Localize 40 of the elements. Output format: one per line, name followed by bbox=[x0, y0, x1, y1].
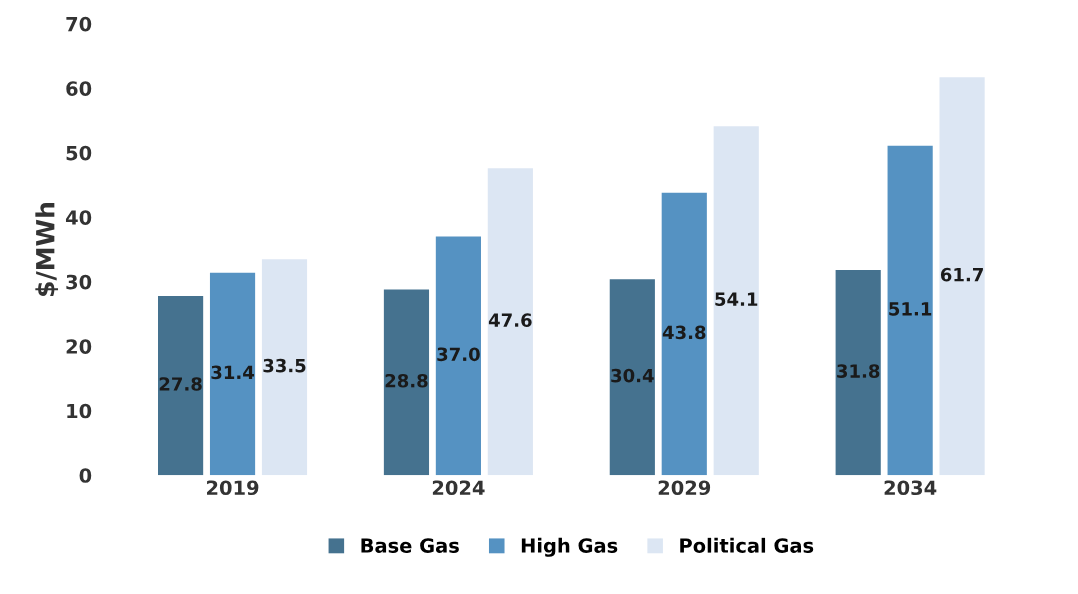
y-tick-label: 40 bbox=[65, 210, 92, 225]
data-label: 31.4 bbox=[211, 365, 254, 380]
bar bbox=[487, 168, 533, 476]
y-tick-label: 0 bbox=[79, 468, 92, 483]
x-tick-label: 2034 bbox=[884, 480, 937, 496]
y-tick-label: 20 bbox=[66, 339, 92, 354]
legend-label: Base Gas bbox=[361, 538, 459, 553]
data-label: 37.0 bbox=[437, 347, 480, 362]
bar bbox=[435, 236, 481, 476]
legend-label: Political Gas bbox=[680, 537, 814, 553]
x-tick-label: 2029 bbox=[658, 480, 711, 496]
data-label: 33.5 bbox=[263, 358, 306, 373]
y-tick-label: 60 bbox=[66, 81, 92, 96]
legend-label: High Gas bbox=[521, 537, 618, 557]
data-label: 47.6 bbox=[488, 313, 532, 327]
data-label: 28.8 bbox=[385, 373, 428, 388]
data-label: 51.1 bbox=[889, 302, 932, 316]
bar bbox=[209, 272, 256, 476]
data-label: 54.1 bbox=[715, 292, 758, 306]
bar bbox=[158, 295, 204, 476]
x-tick-label: 2024 bbox=[432, 480, 485, 496]
bar bbox=[383, 289, 430, 476]
y-tick-label: 70 bbox=[66, 16, 92, 32]
data-label: 31.8 bbox=[837, 364, 880, 378]
bar bbox=[661, 192, 707, 476]
bar bbox=[835, 270, 881, 476]
bar bbox=[261, 259, 308, 476]
y-tick-label: 50 bbox=[66, 145, 92, 161]
data-label: 43.8 bbox=[662, 325, 706, 340]
y-axis-title: $/MWh bbox=[35, 203, 59, 296]
x-tick-label: 2019 bbox=[207, 480, 259, 496]
data-label: 30.4 bbox=[611, 368, 654, 383]
y-tick-label: 10 bbox=[67, 403, 92, 419]
bar bbox=[713, 126, 759, 476]
bar bbox=[609, 279, 655, 476]
y-tick-label: 30 bbox=[66, 274, 92, 290]
bar bbox=[887, 145, 933, 476]
data-label: 27.8 bbox=[159, 377, 202, 391]
bar bbox=[939, 77, 985, 476]
data-label: 61.7 bbox=[940, 267, 983, 282]
